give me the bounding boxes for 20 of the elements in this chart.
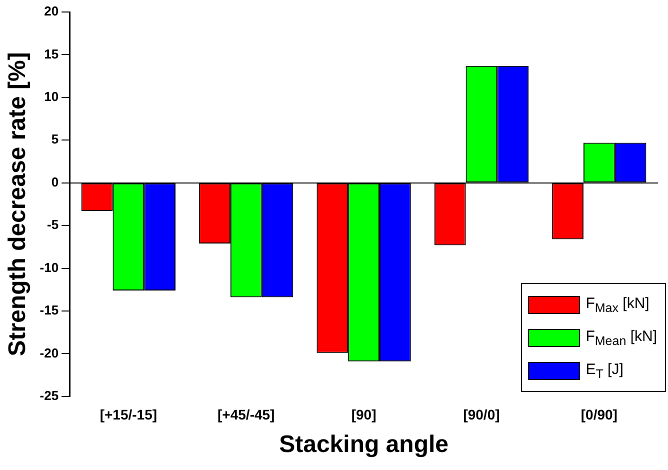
y-tick-label: -20 [40,345,59,360]
y-tick-label: 0 [51,174,59,190]
y-tick-label: 10 [44,89,59,104]
legend-label: F$_{Mean}$ [kN] [586,328,657,348]
y-tick-label: -10 [40,260,59,275]
y-tick-label: 15 [44,46,59,62]
x-tick-label: [+45/-45] [218,406,275,423]
y-tick-label: -15 [40,302,59,318]
legend-label: E$_{T}$ [J] [586,360,624,380]
y-tick-label: -5 [47,217,59,232]
x-tick-label: [+15/-15] [100,406,158,423]
legend-label: F$_{Max}$ [kN] [586,294,650,314]
y-tick-label: -25 [40,388,59,403]
x-tick-label: [0/90] [580,406,618,423]
y-tick-label: 5 [51,132,59,147]
x-axis-title: Stacking angle [279,431,448,458]
x-tick-label: [90/0] [463,406,500,423]
y-axis-title: Strength decrease rate [%] [4,52,32,356]
x-tick-label: [90] [351,406,376,423]
y-tick-label: 20 [44,4,59,19]
